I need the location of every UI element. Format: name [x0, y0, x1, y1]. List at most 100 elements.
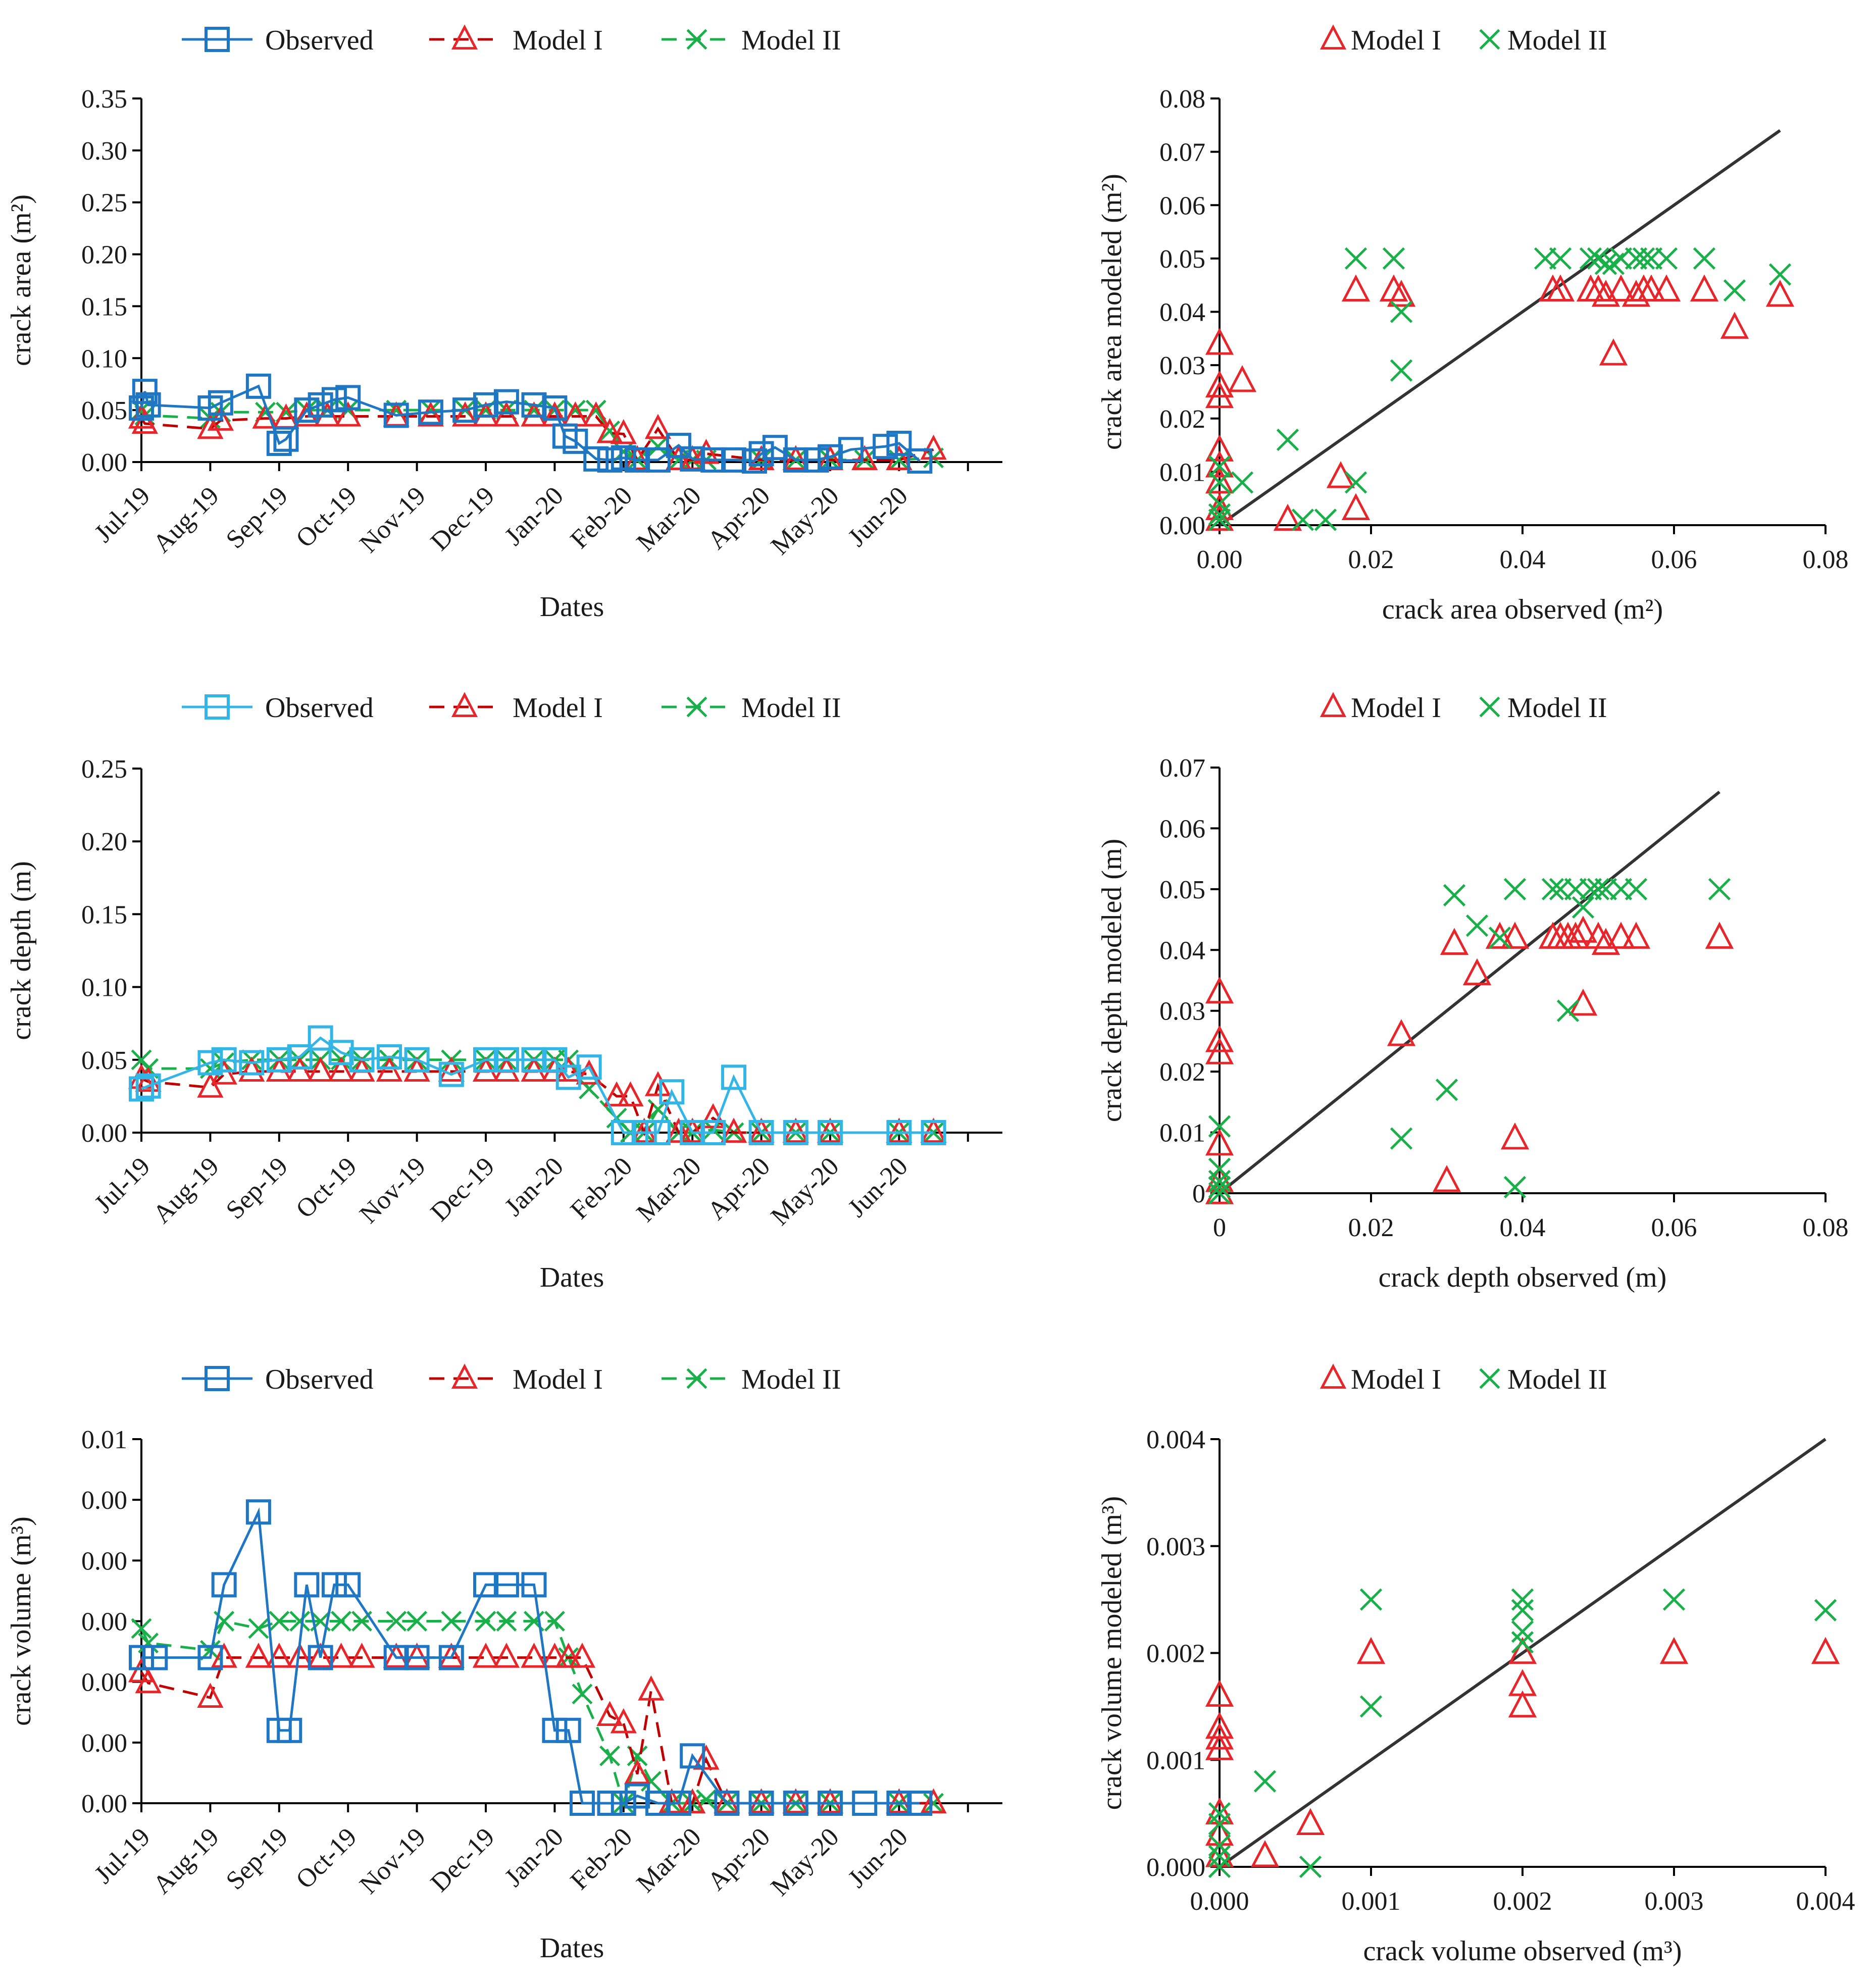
y-tick-label: 0.00	[1159, 512, 1205, 540]
model2-point	[1723, 279, 1746, 302]
observed-point	[680, 1120, 705, 1145]
observed-point	[555, 1717, 581, 1743]
legend-scatter-5: Model I Model II	[1320, 1363, 1607, 1395]
observed-point	[714, 1791, 740, 1816]
x-tick-label: 0.003	[1645, 1887, 1704, 1916]
legend-model2-label: Model II	[741, 1364, 841, 1395]
x-tick-label: Feb-20	[565, 1822, 638, 1895]
y-tick-label: 0.02	[1159, 405, 1205, 434]
x-tick-label: Oct-19	[290, 1152, 362, 1224]
model2-point	[1208, 471, 1231, 494]
observed-point	[493, 389, 519, 415]
model1-point	[493, 1643, 520, 1668]
observed-point	[129, 395, 154, 421]
model1-point	[644, 1071, 672, 1096]
legend-model1-label: Model I	[513, 692, 603, 724]
y-tick-label: 0.002	[1146, 1640, 1205, 1668]
observed-point	[132, 379, 158, 404]
legend-model2-label: Model II	[1507, 1364, 1607, 1395]
legend-model2-label: Model II	[1507, 25, 1607, 56]
legend-model1-label: Model I	[1351, 1364, 1441, 1395]
observed-point	[135, 392, 161, 418]
y-tick-label: 0.05	[81, 1046, 127, 1075]
model2-point	[1231, 471, 1254, 494]
model1-point	[266, 1643, 292, 1668]
model2-point	[441, 1611, 462, 1632]
observed-point	[473, 1572, 498, 1598]
observed-point	[748, 1120, 774, 1145]
x-tick-label: Oct-19	[290, 1822, 362, 1894]
x-tick-label: 0.06	[1651, 545, 1697, 574]
y-tick-label: 0.02	[1159, 1058, 1205, 1087]
observed-point	[273, 426, 299, 452]
y-axis-title: crack volume (m³)	[6, 1516, 37, 1726]
y-tick-label: 0.35	[81, 85, 127, 114]
observed-point	[277, 1717, 302, 1743]
model1-point	[562, 401, 589, 427]
model2-point	[131, 1618, 152, 1639]
model2-point	[1382, 247, 1405, 270]
model1-point	[1462, 958, 1492, 986]
observed-point	[700, 447, 726, 473]
one-to-one-line	[1219, 129, 1781, 527]
y-tick-label: 0.15	[81, 900, 127, 929]
observed-point	[666, 1791, 691, 1816]
model1-point	[1508, 1690, 1537, 1718]
model1-point	[920, 1117, 947, 1143]
model1-point	[1621, 922, 1651, 949]
model1-point	[286, 1643, 313, 1668]
model1-point	[383, 1643, 410, 1668]
model1-point	[665, 445, 692, 470]
observed-point	[542, 395, 568, 421]
y-tick-label: 0.04	[1159, 298, 1205, 327]
model2-point	[1579, 247, 1602, 270]
observed-point	[308, 392, 333, 418]
x-tick-label: May-20	[766, 1822, 845, 1902]
model1-point	[438, 1056, 465, 1082]
model1-point	[1546, 274, 1575, 301]
x-tick-label: Jun-20	[842, 1822, 913, 1893]
model2-point	[1344, 471, 1367, 494]
series-model1	[1205, 915, 1734, 1204]
observed-point	[542, 1047, 568, 1073]
chart-area_time: 0.00 0.05 0.10 0.15 0.20 0.25 0.30 0.35 Jul-19Au…	[6, 85, 1002, 623]
observed-point	[211, 1572, 237, 1598]
model2-point	[475, 1611, 496, 1632]
y-tick-label: 0.00	[81, 1668, 127, 1697]
y-tick-label: 0.05	[81, 396, 127, 425]
model2-point	[331, 1611, 352, 1632]
model2-point	[1693, 247, 1716, 270]
y-axis-title: crack area modeled (m²)	[1096, 174, 1128, 450]
x-tick-label: Apr-20	[702, 481, 776, 555]
model1-point	[782, 1117, 809, 1143]
model1-point	[197, 1683, 224, 1708]
x-tick-label: Jan-20	[499, 1822, 569, 1892]
legend-scatter-1: Model I Model II	[1320, 24, 1607, 56]
model2-point	[1299, 1855, 1322, 1878]
observed-point	[645, 447, 671, 473]
chart-volume_scatter: 0.000 0.001 0.002 0.003 0.004 0.000 0.001 0.002…	[1096, 1426, 1855, 1967]
observed-point	[266, 430, 292, 456]
y-tick-label: 0.00	[81, 1486, 127, 1515]
model1-point	[252, 403, 279, 429]
model2-point	[1511, 1620, 1534, 1643]
model1-point	[555, 1643, 582, 1668]
x-tick-label: Sep-19	[221, 481, 293, 554]
observed-point	[921, 1120, 946, 1145]
model1-point	[886, 1117, 912, 1143]
model1-point	[720, 1117, 747, 1143]
x-axis-title: crack volume observed (m³)	[1363, 1936, 1682, 1967]
model1-point	[679, 1117, 706, 1143]
observed-point	[659, 1079, 685, 1105]
observed-point	[308, 1025, 333, 1051]
x-axis-title: crack depth observed (m)	[1379, 1262, 1667, 1293]
model1-point	[1228, 365, 1257, 392]
model1-point	[748, 1788, 775, 1814]
observed-point	[783, 1791, 808, 1816]
x-tick-label: Dec-19	[425, 1822, 500, 1898]
x-tick-label: Apr-20	[702, 1152, 776, 1226]
observed-point	[197, 1050, 223, 1076]
model2-point	[1814, 1599, 1837, 1621]
observed-point	[645, 1120, 671, 1145]
model1-point	[1500, 922, 1530, 949]
